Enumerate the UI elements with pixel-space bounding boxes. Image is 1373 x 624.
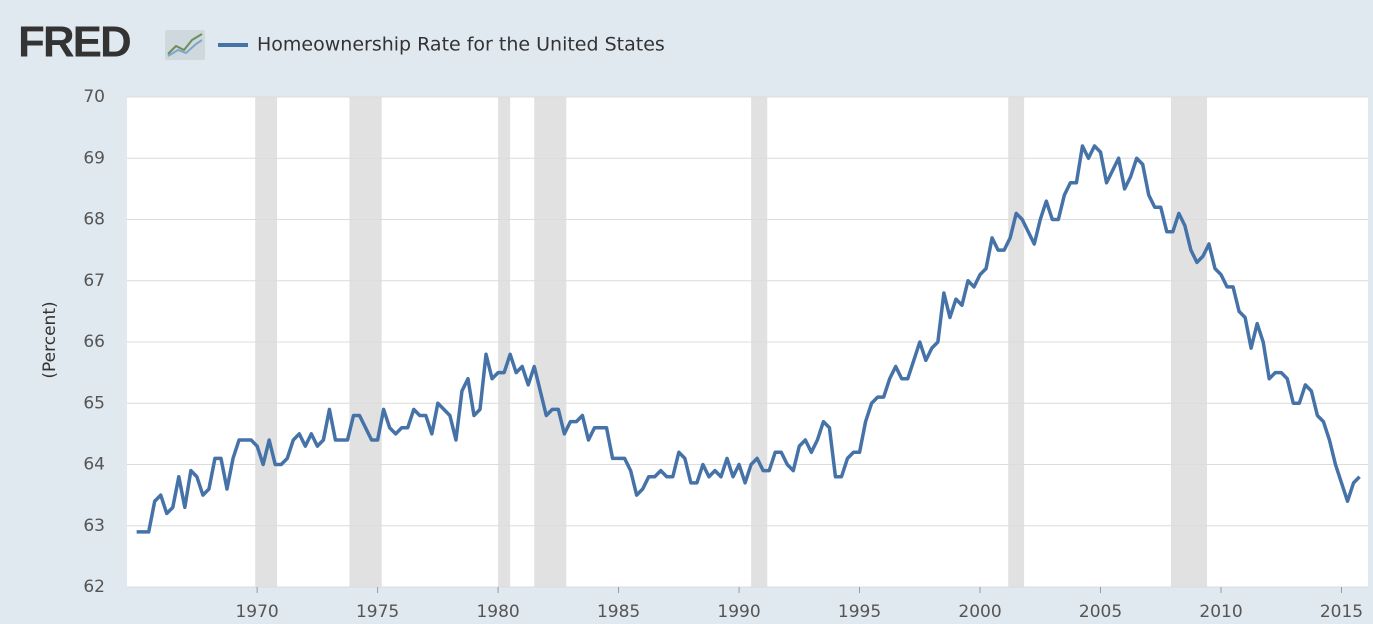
y-tick-label: 66 <box>83 332 105 352</box>
x-tick-label: 2005 <box>1079 602 1122 622</box>
y-tick-label: 69 <box>83 148 105 168</box>
legend-label: Homeownership Rate for the United States <box>257 34 665 56</box>
y-axis-label: (Percent) <box>40 301 60 378</box>
y-tick-label: 62 <box>83 577 105 597</box>
y-tick-label: 70 <box>83 87 105 107</box>
x-tick-label: 1990 <box>717 602 760 622</box>
y-tick-label: 64 <box>83 455 105 475</box>
y-tick-label: 68 <box>83 210 105 230</box>
x-tick-label: 1975 <box>356 602 399 622</box>
series-line <box>136 144 1361 534</box>
x-tick-label: 2010 <box>1199 602 1242 622</box>
brand-logo: FRED <box>18 18 130 67</box>
logo-icon <box>165 30 205 60</box>
x-tick-label: 1985 <box>597 602 640 622</box>
x-tick-label: 1980 <box>476 602 519 622</box>
x-tick-label: 1970 <box>235 602 278 622</box>
y-tick-label: 67 <box>83 271 105 291</box>
x-tick-label: 2015 <box>1320 602 1363 622</box>
x-tick-label: 1995 <box>838 602 881 622</box>
y-tick-label: 65 <box>83 393 105 413</box>
x-tick-label: 2000 <box>958 602 1001 622</box>
y-tick-label: 63 <box>83 516 105 536</box>
